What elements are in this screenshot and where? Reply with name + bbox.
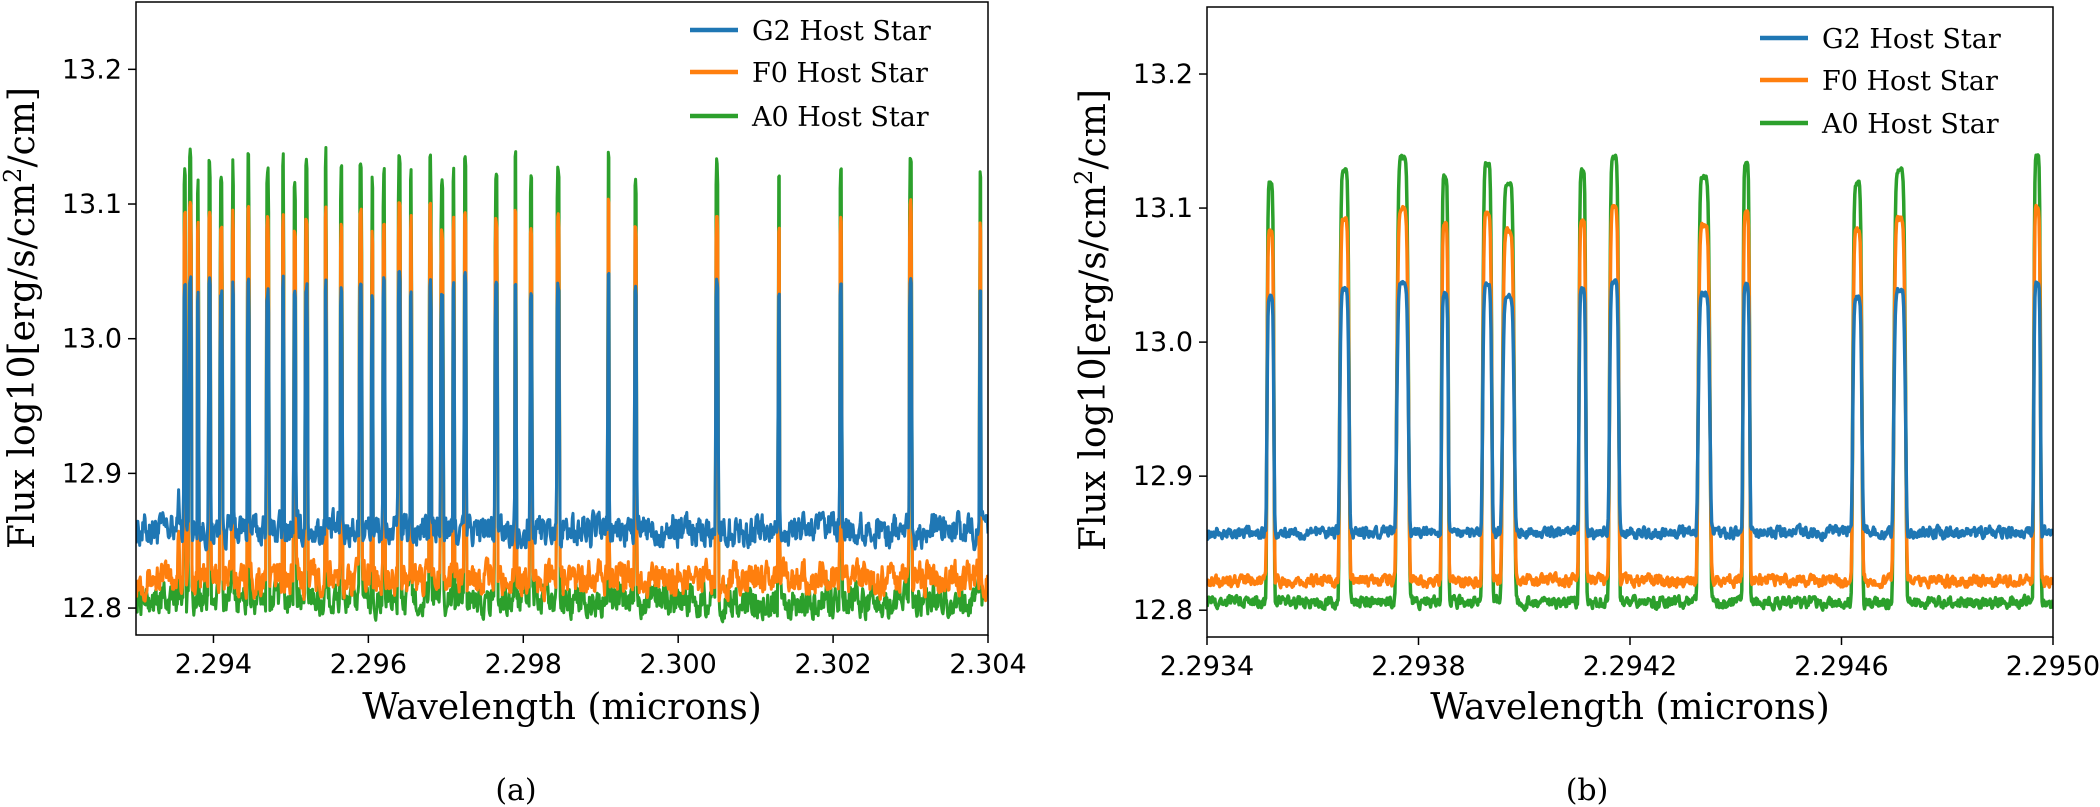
legend-label-g2: G2 Host Star <box>1822 24 2001 55</box>
y-tick-label: 13.2 <box>1133 59 1193 90</box>
panel-a-axes-frame <box>135 1 989 636</box>
panel-b-legend: G2 Host Star F0 Host Star A0 Host Star <box>1760 24 2001 140</box>
panel-a-x-ticks: 2.294 2.296 2.298 2.300 2.302 2.304 <box>175 635 1027 680</box>
x-tick-label: 2.2946 <box>1794 651 1888 682</box>
x-tick-label: 2.302 <box>794 649 871 680</box>
panel-a-y-axis-label: Flux log10[erg/s/cm2/cm] <box>0 87 43 549</box>
y-tick-label: 12.9 <box>1133 461 1193 492</box>
panel-b-y-label-tail: /cm] <box>1073 89 1114 169</box>
y-tick-label: 12.8 <box>1133 595 1193 626</box>
x-tick-label: 2.2950 <box>2006 651 2100 682</box>
y-tick-label: 12.9 <box>62 458 122 489</box>
panel-a-y-label-superscript: 2 <box>0 168 27 183</box>
series-line-a0 <box>136 146 988 624</box>
legend-label-f0: F0 Host Star <box>1822 66 1998 97</box>
panel-a-legend: G2 Host Star F0 Host Star A0 Host Star <box>690 16 931 133</box>
panel-a-y-label-tail: /cm] <box>2 87 43 167</box>
series-line-f0 <box>1207 203 2053 590</box>
legend-label-g2: G2 Host Star <box>752 16 931 47</box>
y-tick-label: 13.1 <box>1133 193 1193 224</box>
panel-b-x-axis-label: Wavelength (microns) <box>1430 687 1830 728</box>
legend-label-a0: A0 Host Star <box>1821 109 1999 140</box>
y-tick-label: 12.8 <box>62 593 122 624</box>
panel-a-y-ticks: 12.8 12.9 13.0 13.1 13.2 <box>62 54 136 624</box>
y-tick-label: 13.2 <box>62 54 122 85</box>
x-tick-label: 2.296 <box>330 649 407 680</box>
x-tick-label: 2.294 <box>175 649 252 680</box>
y-tick-label: 13.0 <box>1133 327 1193 358</box>
panel-b-y-label-main: Flux log10[erg/s/cm <box>1073 185 1114 551</box>
panel-a-x-axis-label: Wavelength (microns) <box>362 687 762 728</box>
series-line-f0 <box>136 197 988 603</box>
x-tick-label: 2.300 <box>640 649 717 680</box>
panel-b-y-ticks: 12.8 12.9 13.0 13.1 13.2 <box>1133 59 1207 626</box>
x-tick-label: 2.2942 <box>1583 651 1677 682</box>
series-line-g2 <box>136 270 988 552</box>
panel-a-series-group <box>136 146 988 624</box>
panel-b: 2.2934 2.2938 2.2942 2.2946 2.2950 12.812.91… <box>1070 6 2100 807</box>
legend-label-f0: F0 Host Star <box>752 58 928 89</box>
panel-b-axes-frame <box>1206 6 2054 638</box>
x-tick-label: 2.2934 <box>1160 651 1254 682</box>
x-tick-label: 2.2938 <box>1371 651 1465 682</box>
panel-b-caption: (b) <box>1566 773 1609 807</box>
panel-a: 2.294 2.296 2.298 2.300 2.302 2.304 12.812.91… <box>0 1 1027 807</box>
y-tick-label: 13.0 <box>62 324 122 355</box>
y-tick-label: 13.1 <box>62 189 122 220</box>
panel-a-y-label-main: Flux log10[erg/s/cm <box>2 183 43 549</box>
panel-b-series-group <box>1207 153 2053 612</box>
x-tick-label: 2.298 <box>485 649 562 680</box>
panel-a-caption: (a) <box>495 773 536 807</box>
legend-label-a0: A0 Host Star <box>751 102 929 133</box>
series-line-g2 <box>1207 278 2053 543</box>
series-line-a0 <box>1207 153 2053 612</box>
panel-b-x-ticks: 2.2934 2.2938 2.2942 2.2946 2.2950 <box>1160 637 2100 682</box>
x-tick-label: 2.304 <box>949 649 1026 680</box>
panel-b-y-label-superscript: 2 <box>1070 170 1098 185</box>
panel-b-y-axis-label: Flux log10[erg/s/cm2/cm] <box>1070 89 1114 551</box>
